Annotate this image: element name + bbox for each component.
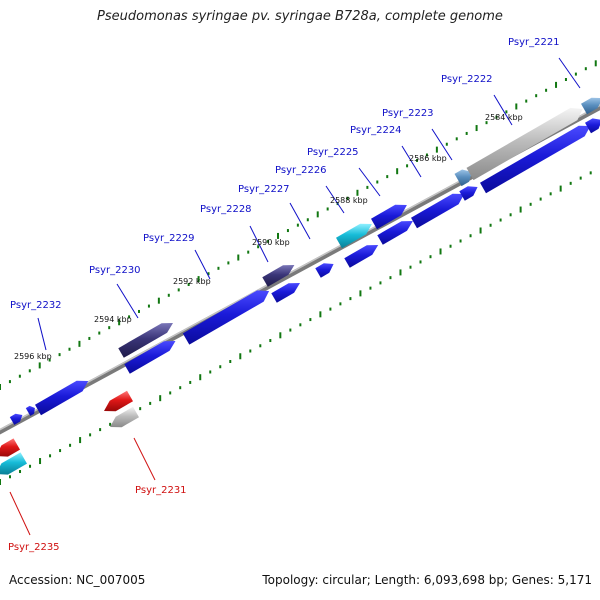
leader-line	[431, 128, 453, 161]
leader-line	[249, 225, 269, 263]
scale-ticks-upper	[0, 60, 597, 390]
gene-arrow	[104, 390, 133, 412]
leader-line	[358, 167, 381, 197]
gene-arrow	[411, 193, 465, 229]
gene-label-forward: Psyr_2224	[350, 125, 402, 136]
scale-label: 2584 kbp	[485, 113, 523, 122]
gene-arrow	[480, 125, 591, 194]
gene-label-forward: Psyr_2223	[382, 108, 434, 119]
gene-arrow	[336, 223, 372, 249]
gene-arrow	[118, 323, 173, 358]
gene-arrow	[581, 97, 600, 115]
leader-line	[37, 317, 47, 351]
label-leader-lines	[9, 57, 581, 536]
gene-arrow	[271, 283, 300, 303]
leader-line	[133, 437, 156, 481]
gene-label-forward: Psyr_2230	[89, 265, 141, 276]
scale-label: 2596 kbp	[14, 352, 52, 361]
scale-label: 2590 kbp	[252, 238, 290, 247]
gene-label-forward: Psyr_2225	[307, 147, 359, 158]
gene-features	[0, 97, 600, 475]
gene-labels: 2584 kbp 2586 kbp 2588 kbp 2590 kbp 2592 kbp…	[8, 37, 560, 553]
gene-arrow	[182, 290, 270, 345]
leader-line	[194, 249, 211, 280]
gene-arrow	[377, 221, 413, 245]
gene-arrow	[35, 380, 89, 416]
leader-line	[289, 202, 311, 240]
leader-line	[493, 94, 513, 126]
scale-label: 2592 kbp	[173, 277, 211, 286]
gene-arrow	[585, 118, 600, 134]
gene-arrow	[9, 413, 23, 425]
gene-arrow	[0, 452, 27, 475]
leader-line	[558, 57, 581, 89]
scale-label: 2586 kbp	[409, 154, 447, 163]
gene-label-forward: Psyr_2228	[200, 204, 252, 215]
gene-arrow	[371, 204, 407, 230]
leader-line	[401, 145, 422, 178]
scale-ticks-lower	[0, 171, 592, 485]
gene-label-forward: Psyr_2232	[10, 300, 62, 311]
gene-arrow	[262, 265, 295, 287]
accession-text: Accession: NC_007005	[9, 573, 146, 587]
gene-arrow	[315, 263, 334, 278]
gene-arrow	[454, 169, 472, 187]
gene-label-reverse: Psyr_2231	[135, 485, 187, 496]
gene-arrow	[459, 186, 478, 201]
leader-line	[325, 185, 345, 214]
gene-arrow	[0, 438, 20, 457]
gene-label-forward: Psyr_2222	[441, 74, 493, 85]
scale-label: 2588 kbp	[330, 196, 368, 205]
topology-text: Topology: circular; Length: 6,093,698 bp…	[262, 573, 592, 587]
leader-line	[116, 283, 139, 319]
leader-line	[9, 491, 31, 536]
gene-arrow	[25, 405, 35, 416]
map-title: Pseudomonas syringae pv. syringae B728a,…	[97, 9, 503, 24]
gene-label-reverse: Psyr_2235	[8, 542, 60, 553]
gene-label-forward: Psyr_2229	[143, 233, 195, 244]
gene-arrow	[124, 341, 176, 374]
gene-label-forward: Psyr_2226	[275, 165, 327, 176]
gene-label-forward: Psyr_2227	[238, 184, 290, 195]
gene-label-forward: Psyr_2221	[508, 37, 560, 48]
gene-arrow	[110, 406, 139, 428]
gene-arrow	[344, 245, 379, 268]
gene-arrow	[466, 107, 583, 181]
scale-label: 2594 kbp	[94, 315, 132, 324]
